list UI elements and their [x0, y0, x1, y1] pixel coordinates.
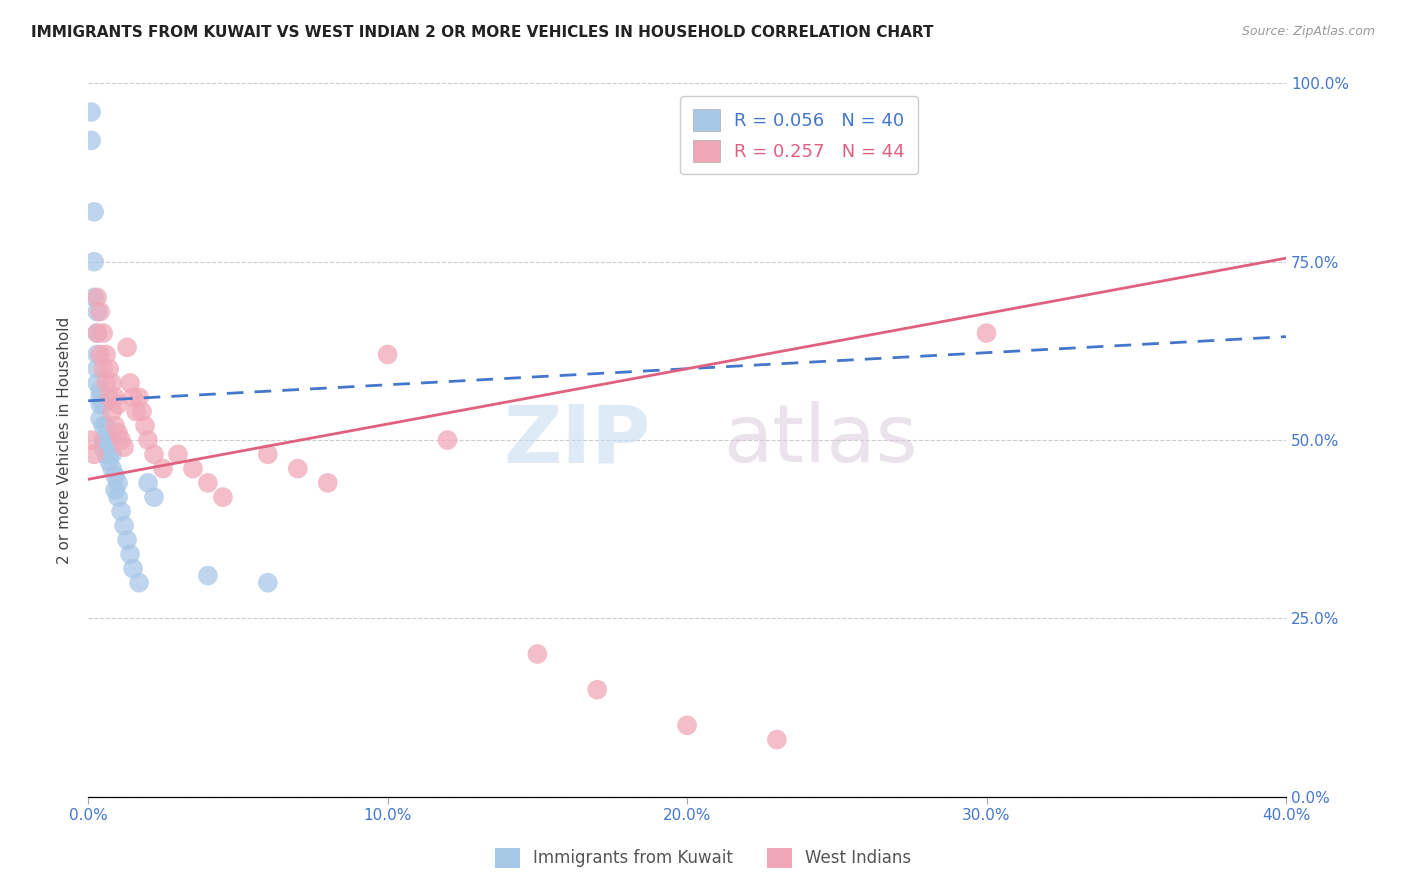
- Point: [89, 383, 111, 397]
- Point: [122, 390, 145, 404]
- Point: [94, 376, 117, 390]
- Point: [115, 340, 138, 354]
- Point: [98, 361, 121, 376]
- Point: [256, 575, 278, 590]
- Point: [101, 461, 124, 475]
- Point: [91, 440, 114, 454]
- Point: [80, 105, 103, 120]
- Point: [89, 390, 111, 404]
- Point: [104, 483, 127, 497]
- Point: [112, 440, 135, 454]
- Point: [120, 376, 142, 390]
- Point: [104, 418, 127, 433]
- Point: [86, 376, 108, 390]
- Point: [110, 433, 132, 447]
- Point: [83, 290, 105, 304]
- Point: [976, 326, 998, 340]
- Point: [101, 404, 124, 418]
- Point: [98, 454, 121, 468]
- Point: [94, 447, 117, 461]
- Point: [287, 461, 309, 475]
- Point: [112, 518, 135, 533]
- Point: [586, 682, 609, 697]
- Point: [107, 490, 129, 504]
- Point: [107, 475, 129, 490]
- Point: [89, 304, 111, 318]
- Point: [256, 447, 278, 461]
- Text: atlas: atlas: [723, 401, 917, 479]
- Point: [98, 390, 121, 404]
- Point: [377, 347, 399, 361]
- Point: [94, 347, 117, 361]
- Point: [107, 425, 129, 440]
- Point: [766, 732, 789, 747]
- Point: [167, 447, 190, 461]
- Point: [128, 575, 150, 590]
- Text: IMMIGRANTS FROM KUWAIT VS WEST INDIAN 2 OR MORE VEHICLES IN HOUSEHOLD CORRELATIO: IMMIGRANTS FROM KUWAIT VS WEST INDIAN 2 …: [31, 25, 934, 40]
- Point: [125, 404, 148, 418]
- Point: [80, 134, 103, 148]
- Point: [86, 290, 108, 304]
- Point: [115, 533, 138, 547]
- Point: [316, 475, 339, 490]
- Point: [122, 561, 145, 575]
- Point: [98, 447, 121, 461]
- Point: [86, 347, 108, 361]
- Point: [212, 490, 235, 504]
- Point: [91, 397, 114, 411]
- Point: [136, 475, 159, 490]
- Text: Source: ZipAtlas.com: Source: ZipAtlas.com: [1241, 25, 1375, 38]
- Point: [89, 397, 111, 411]
- Point: [131, 404, 153, 418]
- Point: [128, 390, 150, 404]
- Point: [104, 468, 127, 483]
- Point: [94, 433, 117, 447]
- Point: [107, 397, 129, 411]
- Point: [143, 447, 166, 461]
- Point: [83, 447, 105, 461]
- Point: [181, 461, 204, 475]
- Point: [436, 433, 458, 447]
- Point: [83, 254, 105, 268]
- Point: [120, 547, 142, 561]
- Point: [197, 475, 219, 490]
- Point: [91, 433, 114, 447]
- Legend: Immigrants from Kuwait, West Indians: Immigrants from Kuwait, West Indians: [488, 841, 918, 875]
- Point: [143, 490, 166, 504]
- Point: [526, 647, 548, 661]
- Point: [89, 347, 111, 361]
- Point: [152, 461, 174, 475]
- Point: [86, 361, 108, 376]
- Y-axis label: 2 or more Vehicles in Household: 2 or more Vehicles in Household: [58, 317, 72, 564]
- Point: [98, 433, 121, 447]
- Point: [91, 418, 114, 433]
- Point: [676, 718, 699, 732]
- Text: ZIP: ZIP: [503, 401, 651, 479]
- Point: [104, 390, 127, 404]
- Point: [86, 326, 108, 340]
- Point: [101, 447, 124, 461]
- Point: [89, 411, 111, 425]
- Point: [86, 304, 108, 318]
- Legend: R = 0.056   N = 40, R = 0.257   N = 44: R = 0.056 N = 40, R = 0.257 N = 44: [681, 96, 918, 175]
- Point: [91, 361, 114, 376]
- Point: [86, 326, 108, 340]
- Point: [83, 204, 105, 219]
- Point: [197, 568, 219, 582]
- Point: [101, 376, 124, 390]
- Point: [91, 326, 114, 340]
- Point: [134, 418, 156, 433]
- Point: [136, 433, 159, 447]
- Point: [110, 504, 132, 518]
- Point: [80, 433, 103, 447]
- Point: [94, 418, 117, 433]
